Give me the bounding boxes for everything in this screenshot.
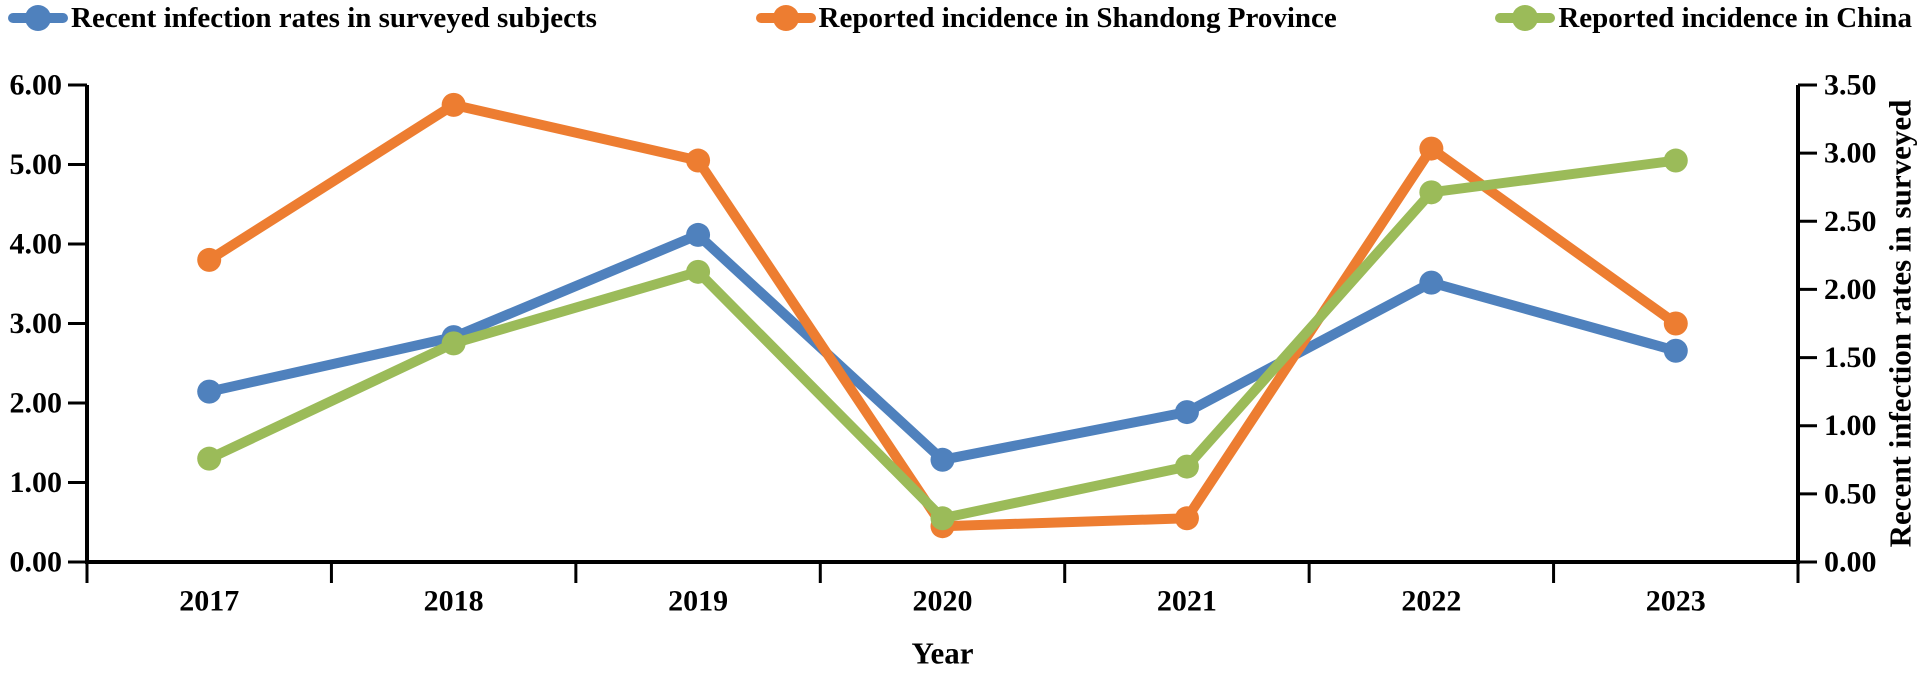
data-point-2-2021 [1174,454,1199,479]
data-point-1-2019 [686,148,711,173]
x-tick-label: 2020 [913,585,973,618]
data-point-1-2021 [1174,506,1199,531]
right-tick-label: 0.00 [1824,546,1877,579]
data-point-0-2017 [197,379,222,404]
legend-label: Recent infection rates in surveyed subje… [71,1,597,34]
data-point-2-2022 [1419,180,1444,205]
right-tick-label: 1.00 [1824,409,1877,442]
right-tick-label: 2.50 [1824,205,1877,238]
legend-label: Reported incidence in Shandong Province [818,1,1337,34]
x-tick-label: 2018 [424,585,484,618]
data-point-1-2018 [441,92,466,117]
left-tick-label: 1.00 [10,466,63,499]
marker-dot-icon [25,5,51,31]
legend-item-shandong-province: Reported incidence in Shandong Province [755,1,1337,35]
data-point-0-2020 [930,447,955,472]
marker-dot-icon [1512,5,1539,31]
line-dot-marker-icon [8,5,68,31]
left-tick-label: 6.00 [10,69,63,102]
x-axis-title: Year [912,636,974,669]
right-axis-title: Recent infection rates in surveyed [1883,100,1918,548]
line-dot-marker-icon [755,5,816,31]
x-tick-label: 2021 [1157,585,1217,618]
legend-label: Reported incidence in China [1558,1,1912,34]
right-tick-label: 3.50 [1824,69,1877,102]
left-tick-label: 3.00 [10,307,63,340]
x-tick-label: 2019 [668,585,728,618]
data-point-1-2022 [1419,136,1444,161]
left-tick-label: 0.00 [10,546,63,579]
x-tick-label: 2023 [1646,585,1706,618]
line-dot-marker-icon [1495,5,1556,31]
legend: Recent infection rates in surveyed subje… [0,0,1920,36]
data-point-2-2020 [930,506,955,531]
right-tick-label: 0.50 [1824,477,1877,510]
right-tick-label: 2.00 [1824,273,1877,306]
data-point-1-2023 [1663,311,1688,336]
data-point-1-2017 [197,247,222,272]
legend-item-surveyed-subjects: Recent infection rates in surveyed subje… [8,2,597,35]
data-point-0-2023 [1663,338,1688,363]
right-tick-label: 1.50 [1824,341,1877,374]
data-point-2-2018 [441,331,466,356]
left-tick-label: 2.00 [10,387,63,420]
data-point-2-2023 [1663,148,1688,173]
data-point-0-2022 [1419,270,1444,295]
left-tick-label: 4.00 [10,228,63,261]
marker-dot-icon [772,5,799,31]
left-tick-label: 5.00 [10,148,63,181]
data-point-0-2019 [686,222,711,247]
x-tick-label: 2017 [179,585,239,618]
x-tick-label: 2022 [1401,585,1461,618]
data-point-0-2021 [1174,400,1199,425]
right-tick-label: 3.00 [1824,137,1877,170]
data-point-2-2019 [686,259,711,284]
data-point-2-2017 [197,446,222,471]
legend-item-china: Reported incidence in China [1495,2,1912,35]
series-line-0 [204,229,1681,465]
